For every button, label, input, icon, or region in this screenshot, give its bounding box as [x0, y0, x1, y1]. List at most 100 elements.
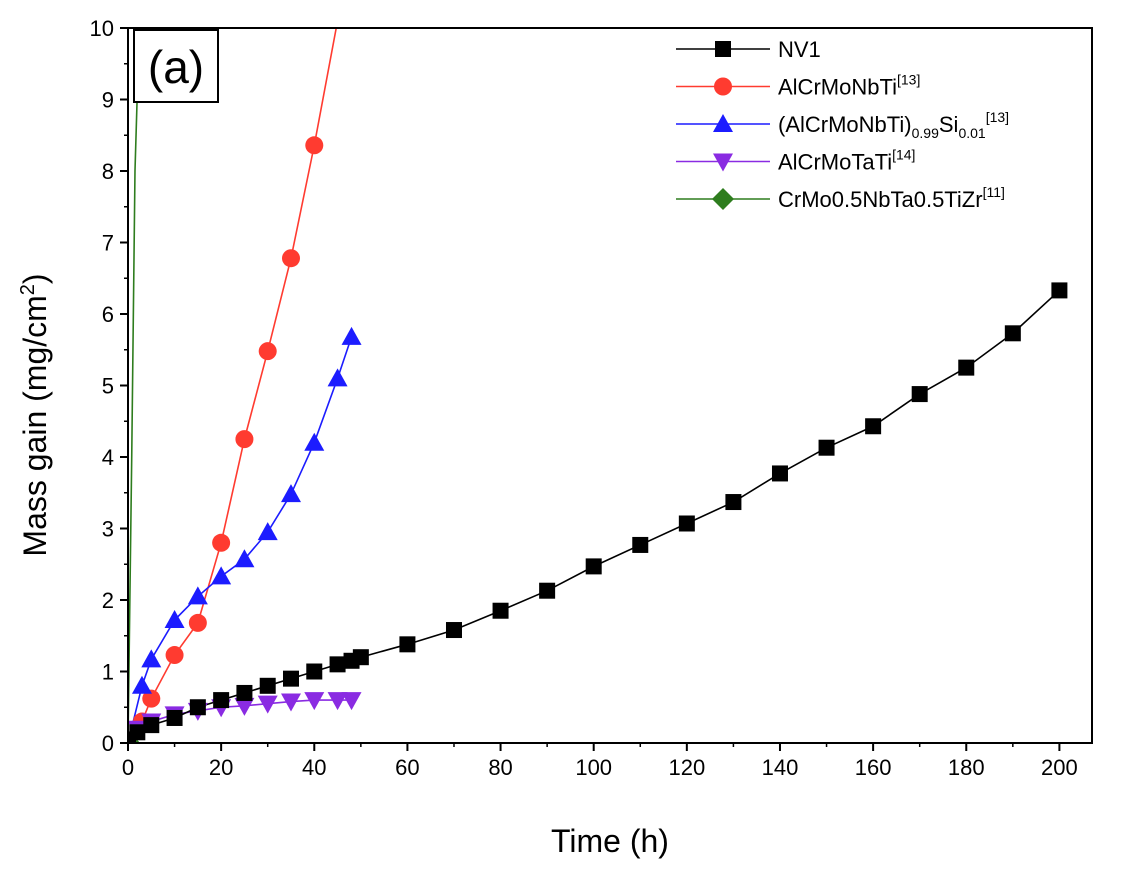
series-3-point-7	[257, 695, 278, 714]
y-tick-label-6: 6	[102, 302, 114, 327]
x-tick-label-2: 40	[302, 755, 326, 780]
series-2-point-8	[280, 484, 301, 503]
series-2-point-1	[131, 675, 152, 694]
series-0-point-15	[492, 602, 509, 619]
series-0-point-13	[399, 636, 416, 653]
series-1-point-3	[188, 613, 207, 632]
x-tick-label-3: 60	[395, 755, 419, 780]
series-line-4	[128, 28, 141, 743]
series-0-point-3	[166, 709, 183, 726]
series-0-point-2	[143, 717, 160, 734]
y-tick-label-8: 8	[102, 159, 114, 184]
series-3-point-10	[327, 692, 348, 711]
series-0-point-5	[213, 692, 230, 709]
legend: NV1AlCrMoNbTi[13](AlCrMoNbTi)0.99Si0.01[…	[676, 37, 1009, 212]
panel-label-box: (a)	[133, 29, 219, 103]
series-0-point-26	[1004, 325, 1021, 342]
x-axis-title: Time (h)	[551, 823, 669, 859]
series-1-point-6	[258, 342, 277, 361]
legend-label-2-base: (AlCrMoNbTi)	[778, 112, 912, 137]
legend-label-3-sup: [14]	[892, 147, 915, 163]
series-0-point-1	[129, 724, 146, 741]
y-tick-label-4: 4	[102, 445, 114, 470]
y-axis-title-main: Mass gain (mg/cm	[17, 295, 53, 556]
legend-item-0: NV1	[676, 37, 821, 62]
legend-marker-3	[713, 153, 733, 172]
series-0-point-6	[236, 684, 253, 701]
legend-marker-0	[715, 41, 731, 57]
series-0-point-10	[329, 656, 346, 673]
x-tick-label-4: 80	[488, 755, 512, 780]
series-2-point-9	[304, 432, 325, 451]
y-tick-label-1: 1	[102, 660, 114, 685]
legend-label-4-sup: [11]	[983, 184, 1005, 200]
series-0-point-17	[585, 558, 602, 575]
legend-label-2: (AlCrMoNbTi)0.99Si0.01[13]	[778, 109, 1009, 141]
series-1-point-8	[305, 136, 324, 155]
axes: 0 20 40 60 80 100 120 140 160 180 200 0 1 2 3 4 5 6 7 8 9 10	[90, 16, 1078, 780]
series-2-point-5	[211, 566, 232, 585]
series-0-point-22	[818, 439, 835, 456]
legend-marker-4	[712, 188, 734, 210]
series-2-point-3	[164, 610, 185, 629]
series-0-point-21	[771, 465, 788, 482]
series-1-point-1	[142, 689, 161, 708]
y-tick-label-9: 9	[102, 88, 114, 113]
series-3-point-11	[341, 692, 362, 711]
series-3-point-6	[234, 697, 255, 716]
series-0-point-24	[911, 386, 928, 403]
x-tick-label-10: 200	[1041, 755, 1078, 780]
series-0-point-8	[282, 670, 299, 687]
legend-label-2-sub2: 0.01	[958, 125, 985, 141]
legend-marker-2	[713, 114, 733, 132]
series-0-point-7	[259, 677, 276, 694]
series-3-point-9	[304, 692, 325, 711]
series-markers	[128, 136, 1068, 743]
panel-label: (a)	[148, 41, 204, 93]
legend-label-1: AlCrMoNbTi[13]	[778, 72, 920, 100]
series-0-point-4	[189, 699, 206, 716]
series-1-point-2	[165, 646, 184, 665]
y-tick-label-5: 5	[102, 374, 114, 399]
series-lines	[128, 28, 1060, 743]
y-tick-label-2: 2	[102, 588, 114, 613]
x-tick-label-9: 180	[948, 755, 985, 780]
legend-label-2-sub1: 0.99	[912, 125, 939, 141]
legend-label-1-base: AlCrMoNbTi	[778, 75, 897, 100]
legend-item-4: CrMo0.5NbTa0.5TiZr[11]	[676, 184, 1005, 212]
legend-label-0-base: NV1	[778, 37, 821, 62]
series-2-point-11	[341, 326, 362, 345]
series-0-point-9	[306, 663, 323, 680]
x-tick-label-7: 140	[762, 755, 799, 780]
series-0-point-25	[958, 359, 975, 376]
legend-label-2-mid: Si	[939, 112, 959, 137]
x-tick-label-5: 100	[575, 755, 612, 780]
legend-label-4: CrMo0.5NbTa0.5TiZr[11]	[778, 184, 1005, 212]
series-line-2	[128, 336, 353, 743]
series-1-point-4	[212, 533, 231, 552]
series-2-point-7	[257, 522, 278, 541]
series-0-point-19	[678, 515, 695, 532]
y-tick-label-7: 7	[102, 231, 114, 256]
series-1-point-5	[235, 430, 254, 449]
series-0-point-12	[352, 649, 369, 666]
series-0-point-20	[725, 494, 742, 511]
x-tick-label-1: 20	[209, 755, 233, 780]
y-tick-label-0: 0	[102, 731, 114, 756]
x-tick-label-0: 0	[122, 755, 134, 780]
series-3-point-8	[280, 693, 301, 712]
y-axis-title-sup: 2	[17, 284, 39, 295]
series-0-point-27	[1051, 282, 1068, 299]
legend-item-2: (AlCrMoNbTi)0.99Si0.01[13]	[676, 109, 1009, 141]
legend-label-3-base: AlCrMoTaTi	[778, 150, 892, 175]
legend-item-1: AlCrMoNbTi[13]	[676, 72, 920, 100]
series-2-point-10	[327, 368, 348, 387]
series-0-point-23	[865, 418, 882, 435]
legend-label-1-sup: [13]	[897, 72, 920, 88]
series-2-point-4	[187, 586, 208, 605]
series-line-1	[128, 28, 338, 743]
x-tick-label-6: 120	[668, 755, 705, 780]
series-0-point-18	[632, 536, 649, 553]
y-tick-label-3: 3	[102, 517, 114, 542]
